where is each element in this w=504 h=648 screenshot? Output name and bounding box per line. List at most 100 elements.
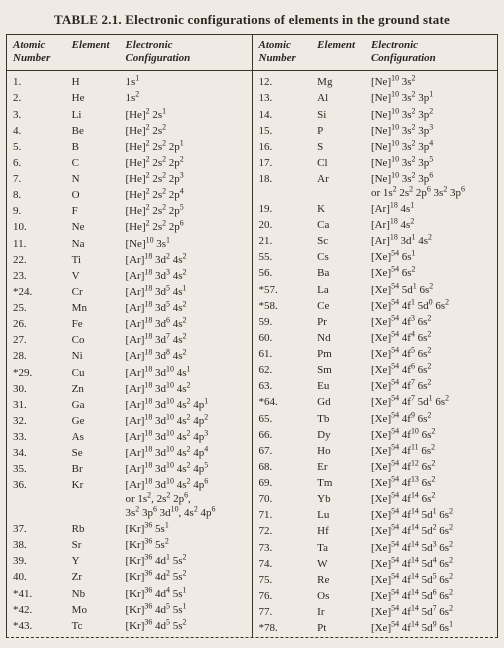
cell-element: Ta (311, 540, 365, 556)
cell-atomic-number: 16. (253, 140, 312, 156)
cell-atomic-number: 22. (7, 252, 66, 268)
table-row: 23.V[Ar]18 3d3 4s2 (7, 269, 252, 285)
cell-config: [Ar]18 3d1 4s2 (365, 234, 497, 250)
cell-config: [He]2 2s2 (119, 123, 251, 139)
cell-element: Zr (66, 570, 120, 586)
cell-atomic-number: 77. (253, 605, 312, 621)
table-row: 37.Rb[Kr]36 5s1 (7, 522, 252, 538)
cell-atomic-number: *42. (7, 602, 66, 618)
table-row: 2.He1s2 (7, 91, 252, 107)
cell-config: [Xe]54 4f14 5d5 6s2 (365, 573, 497, 589)
table-row: *29.Cu[Ar]18 3d10 4s1 (7, 365, 252, 381)
table-row: 34.Se[Ar]18 3d10 4s2 4p4 (7, 446, 252, 462)
cell-atomic-number: 71. (253, 508, 312, 524)
table-row: 11.Na[Ne]10 3s1 (7, 236, 252, 252)
left-half: AtomicNumber Element ElectronicConfigura… (7, 35, 252, 637)
cell-atomic-number: 4. (7, 123, 66, 139)
cell-atomic-number: 5. (7, 140, 66, 156)
cell-atomic-number: 1. (7, 71, 66, 91)
cell-atomic-number: *78. (253, 621, 312, 637)
table-row: 36.Kr[Ar]18 3d10 4s2 4p6or 1s2, 2s2 2p6,… (7, 478, 252, 522)
cell-element: Mn (66, 301, 120, 317)
cell-atomic-number: 59. (253, 315, 312, 331)
cell-atomic-number: 38. (7, 538, 66, 554)
cell-element: Co (66, 333, 120, 349)
table-row: 32.Ge[Ar]18 3d10 4s2 4p2 (7, 414, 252, 430)
cell-element: Y (66, 554, 120, 570)
cell-atomic-number: 36. (7, 478, 66, 522)
cell-atomic-number: 74. (253, 556, 312, 572)
cell-atomic-number: *41. (7, 586, 66, 602)
cell-atomic-number: 37. (7, 522, 66, 538)
cell-config: [He]2 2s1 (119, 107, 251, 123)
cell-atomic-number: 9. (7, 204, 66, 220)
table-row: *43.Tc[Kr]36 4d5 5s2 (7, 619, 252, 635)
cell-atomic-number: 61. (253, 347, 312, 363)
cell-element: Ni (66, 349, 120, 365)
table-row: 20.Ca[Ar]18 4s2 (253, 218, 498, 234)
cell-atomic-number: 15. (253, 123, 312, 139)
cell-config: [He]2 2s2 2p4 (119, 188, 251, 204)
cell-element: Be (66, 123, 120, 139)
table-row: *58.Ce[Xe]54 4f1 5d0 6s2 (253, 298, 498, 314)
table-row: 33.As[Ar]18 3d10 4s2 4p3 (7, 430, 252, 446)
cell-element: Ge (66, 414, 120, 430)
cell-config: [He]2 2s2 2p5 (119, 204, 251, 220)
cell-config: [He]2 2s2 2p6 (119, 220, 251, 236)
table-wrapper: AtomicNumber Element ElectronicConfigura… (6, 34, 498, 638)
cell-atomic-number: 76. (253, 589, 312, 605)
table-row: 55.Cs[Xe]54 6s1 (253, 250, 498, 266)
cell-element: Sr (66, 538, 120, 554)
table-row: 22.Ti[Ar]18 3d2 4s2 (7, 252, 252, 268)
cell-atomic-number: 20. (253, 218, 312, 234)
table-row: 13.Al[Ne]10 3s2 3p1 (253, 91, 498, 107)
cell-atomic-number: 26. (7, 317, 66, 333)
col-config: ElectronicConfiguration (119, 35, 251, 71)
cell-atomic-number: *57. (253, 282, 312, 298)
cell-config: [Ar]18 4s1 (365, 202, 497, 218)
cell-config: [He]2 2s2 2p3 (119, 172, 251, 188)
cell-config: [Xe]54 4f14 5d4 6s2 (365, 556, 497, 572)
cell-atomic-number: 39. (7, 554, 66, 570)
cell-element: Mg (311, 71, 365, 91)
table-row: 7.N[He]2 2s2 2p3 (7, 172, 252, 188)
cell-config: [Kr]36 5s1 (119, 522, 251, 538)
cell-element: Fe (66, 317, 120, 333)
cell-element: V (66, 269, 120, 285)
cell-atomic-number: 31. (7, 398, 66, 414)
table-row: 10.Ne[He]2 2s2 2p6 (7, 220, 252, 236)
cell-element: Nd (311, 331, 365, 347)
cell-element: Kr (66, 478, 120, 522)
cell-config: [Xe]54 4f14 5d3 6s2 (365, 540, 497, 556)
cell-element: Br (66, 462, 120, 478)
cell-element: Cs (311, 250, 365, 266)
table-row: 17.Cl[Ne]10 3s2 3p5 (253, 156, 498, 172)
cell-config: [Ar]18 3d10 4s2 4p5 (119, 462, 251, 478)
table-row: 28.Ni[Ar]18 3d8 4s2 (7, 349, 252, 365)
cell-element: N (66, 172, 120, 188)
cell-element: Ce (311, 298, 365, 314)
cell-element: Sc (311, 234, 365, 250)
table-row: 63.Eu[Xe]54 4f7 6s2 (253, 379, 498, 395)
cell-element: F (66, 204, 120, 220)
cell-element: Si (311, 107, 365, 123)
cell-config: [Xe]54 4f14 5d6 6s2 (365, 589, 497, 605)
cell-element: Ho (311, 444, 365, 460)
table-row: *64.Gd[Xe]54 4f7 5d1 6s2 (253, 395, 498, 411)
cell-atomic-number: 28. (7, 349, 66, 365)
cell-element: Na (66, 236, 120, 252)
cell-element: Zn (66, 381, 120, 397)
cell-atomic-number: 21. (253, 234, 312, 250)
cell-element: S (311, 140, 365, 156)
cell-config: [He]2 2s2 2p1 (119, 140, 251, 156)
cell-element: Gd (311, 395, 365, 411)
cell-config: [Ar]18 3d10 4s2 4p3 (119, 430, 251, 446)
cell-config: [He]2 2s2 2p2 (119, 156, 251, 172)
cell-element: Tm (311, 476, 365, 492)
cell-atomic-number: 62. (253, 363, 312, 379)
table-row: 75.Re[Xe]54 4f14 5d5 6s2 (253, 573, 498, 589)
cell-element: Cl (311, 156, 365, 172)
table-row: *57.La[Xe]54 5d1 6s2 (253, 282, 498, 298)
cell-config: [Ne]10 3s2 (365, 71, 497, 91)
table-row: 9.F[He]2 2s2 2p5 (7, 204, 252, 220)
